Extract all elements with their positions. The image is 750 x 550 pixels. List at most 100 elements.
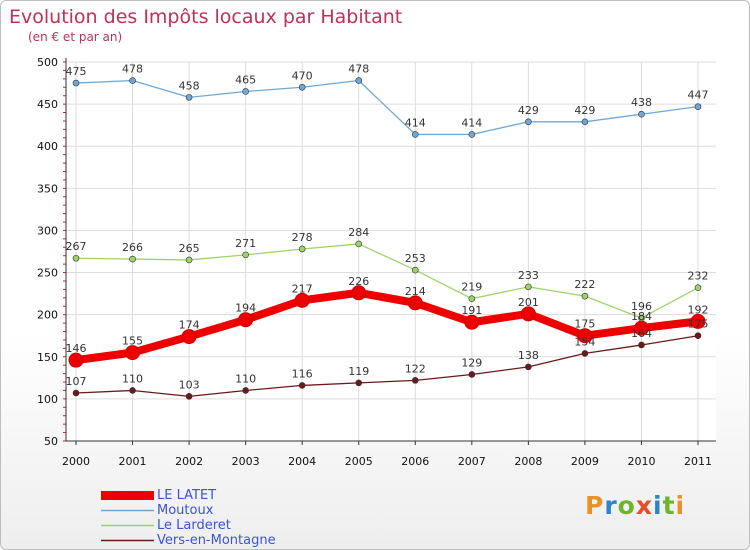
- y-tick-label: 400: [37, 140, 58, 153]
- x-tick-label: 2002: [175, 455, 203, 468]
- logo-letter: P: [585, 491, 605, 520]
- data-label: 266: [122, 241, 143, 254]
- data-label: 103: [179, 378, 200, 391]
- legend-label: Moutoux: [157, 503, 214, 518]
- data-label: 429: [574, 104, 595, 117]
- logo-letter: r: [604, 491, 618, 520]
- data-label: 232: [688, 270, 709, 283]
- data-label: 201: [518, 296, 539, 309]
- data-label: 267: [66, 240, 87, 253]
- data-point: [525, 118, 532, 126]
- data-label: 191: [461, 304, 482, 317]
- data-point: [468, 295, 476, 302]
- data-label: 222: [574, 278, 595, 291]
- data-point: [129, 77, 136, 84]
- x-tick-label: 2003: [232, 455, 260, 468]
- x-tick-label: 2008: [514, 455, 542, 468]
- data-label: 253: [405, 252, 426, 265]
- data-point: [411, 266, 419, 274]
- data-label: 271: [235, 237, 256, 250]
- logo-letter: i: [675, 491, 686, 520]
- x-tick-label: 2010: [627, 455, 655, 468]
- series-line: [75, 79, 699, 136]
- data-label: 214: [405, 285, 426, 298]
- y-tick-label: 300: [37, 224, 58, 237]
- data-label: 155: [122, 335, 143, 348]
- logo-letter: x: [635, 491, 653, 520]
- data-label: 233: [518, 269, 539, 282]
- data-label: 470: [292, 69, 313, 82]
- data-label: 475: [66, 65, 87, 78]
- data-label: 447: [688, 89, 709, 102]
- data-point: [694, 103, 702, 110]
- x-tick-label: 2011: [684, 455, 712, 468]
- data-point: [694, 284, 702, 292]
- series-line: [75, 288, 699, 365]
- y-tick-label: 50: [44, 435, 58, 448]
- data-point: [464, 314, 480, 330]
- data-label: 184: [631, 310, 652, 323]
- data-point: [520, 306, 536, 322]
- data-point: [185, 256, 193, 264]
- x-tick-label: 2009: [571, 455, 599, 468]
- data-label: 478: [348, 63, 369, 76]
- data-label: 175: [574, 318, 595, 331]
- data-point: [355, 379, 363, 387]
- data-label: 278: [292, 231, 313, 244]
- data-label: 414: [461, 116, 482, 129]
- y-tick-label: 100: [37, 393, 58, 406]
- data-point: [581, 118, 589, 126]
- data-label: 110: [235, 372, 256, 385]
- data-label: 465: [235, 73, 256, 86]
- proxiti-logo: Proxiti: [585, 491, 685, 520]
- data-label: 429: [518, 104, 539, 117]
- data-label: 194: [235, 302, 256, 315]
- y-tick-label: 450: [37, 98, 58, 111]
- data-label: 265: [179, 242, 200, 255]
- data-label: 116: [292, 367, 313, 380]
- data-label: 154: [574, 335, 595, 348]
- data-point: [185, 393, 193, 400]
- chart-subtitle: (en € et par an): [28, 30, 123, 44]
- data-point: [238, 312, 254, 328]
- data-point: [525, 283, 532, 291]
- data-point: [72, 79, 80, 87]
- data-point: [129, 255, 136, 263]
- y-tick-label: 200: [37, 309, 58, 322]
- data-point: [355, 77, 363, 84]
- x-tick-label: 2001: [119, 455, 147, 468]
- data-point: [694, 332, 702, 340]
- data-point: [633, 320, 649, 336]
- data-point: [351, 285, 367, 301]
- data-point: [298, 382, 306, 389]
- x-tick-label: 2006: [401, 455, 429, 468]
- data-point: [468, 371, 476, 378]
- data-point: [407, 295, 423, 311]
- x-tick-label: 2007: [458, 455, 486, 468]
- data-label: 217: [292, 282, 313, 295]
- data-point: [638, 341, 645, 349]
- y-tick-label: 500: [37, 56, 58, 69]
- data-label: 458: [179, 79, 200, 92]
- line-chart: 50 100 150 200 250 300 350 400 450 500 2000 2001 200…: [37, 56, 716, 468]
- data-point: [638, 110, 645, 118]
- data-label: 129: [461, 356, 482, 369]
- data-point: [298, 83, 306, 91]
- series-line: [75, 243, 699, 319]
- data-point: [242, 251, 249, 259]
- data-label: 478: [122, 63, 143, 76]
- data-point: [411, 377, 419, 384]
- data-point: [294, 292, 310, 308]
- data-label: 119: [348, 365, 369, 378]
- data-label: 192: [688, 303, 709, 316]
- x-tick-label: 2005: [345, 455, 373, 468]
- data-point: [242, 88, 249, 95]
- data-point: [125, 345, 141, 361]
- data-point: [72, 254, 80, 262]
- y-tick-label: 250: [37, 267, 58, 280]
- data-label: 138: [518, 349, 539, 362]
- data-label: 122: [405, 362, 426, 375]
- x-tick-label: 2000: [62, 455, 90, 468]
- data-point: [355, 240, 363, 248]
